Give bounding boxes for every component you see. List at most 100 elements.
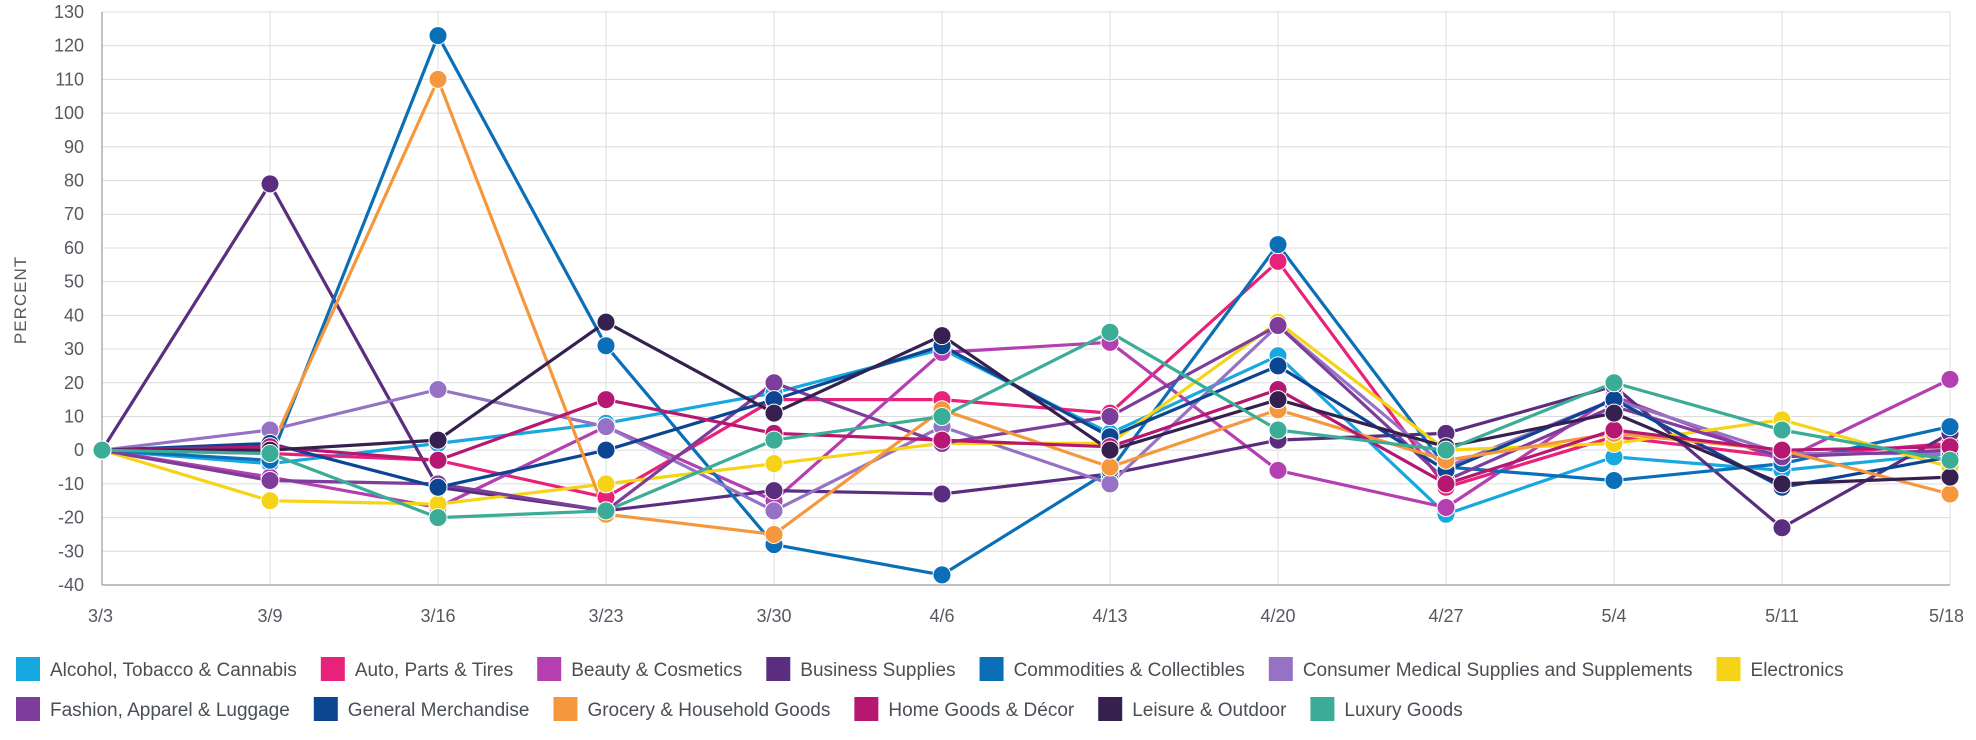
legend-label: Electronics: [1751, 660, 1844, 681]
series-lines: [100, 33, 1952, 577]
data-point-luxury-goods: [1772, 420, 1792, 440]
series-line-grocery-household-goods: [100, 77, 1952, 537]
data-point-luxury-goods: [596, 501, 616, 521]
y-axis-title: PERCENT: [11, 256, 30, 344]
y-tick-label: 120: [54, 36, 84, 56]
legend-swatch: [979, 657, 1004, 681]
x-tick-label: 3/30: [756, 606, 791, 626]
data-point-luxury-goods: [428, 508, 448, 528]
legend-label: Grocery & Household Goods: [587, 700, 830, 721]
legend-item-luxury-goods[interactable]: Luxury Goods: [1310, 697, 1463, 721]
legend-item-business-supplies[interactable]: Business Supplies: [766, 657, 956, 681]
legend-item-beauty-cosmetics[interactable]: Beauty & Cosmetics: [537, 657, 742, 681]
data-point-grocery-household-goods: [1100, 457, 1120, 477]
data-point-luxury-goods: [932, 406, 952, 426]
x-tick-label: 3/23: [588, 606, 623, 626]
series-line-home-goods-d-cor: [100, 387, 1952, 486]
legend-label: Leisure & Outdoor: [1132, 700, 1287, 721]
x-tick-label: 4/27: [1428, 606, 1463, 626]
data-point-business-supplies: [932, 484, 952, 504]
data-points: [92, 26, 1960, 585]
y-tick-label: 10: [64, 406, 84, 426]
data-point-business-supplies: [260, 174, 280, 194]
data-point-leisure-outdoor: [1604, 403, 1624, 423]
data-point-fashion-apparel-luggage: [764, 373, 784, 393]
data-point-fashion-apparel-luggage: [1100, 406, 1120, 426]
legend-swatch: [553, 697, 578, 721]
y-tick-label: 30: [64, 339, 84, 359]
series-line-consumer-medical-supplies-and-supplements: [100, 323, 1952, 513]
legend-item-electronics[interactable]: Electronics: [1716, 657, 1844, 681]
data-point-general-merchandise: [1268, 356, 1288, 376]
legend-swatch: [16, 697, 40, 721]
data-point-luxury-goods: [1940, 450, 1960, 470]
data-point-auto-parts-tires: [1268, 251, 1288, 271]
legend-label: Business Supplies: [800, 660, 955, 681]
x-tick-label: 3/16: [420, 606, 455, 626]
y-tick-label: 110: [55, 69, 84, 89]
legend-label: Alcohol, Tobacco & Cannabis: [50, 660, 297, 681]
data-point-fashion-apparel-luggage: [1268, 315, 1288, 335]
legend-label: Consumer Medical Supplies and Supplement…: [1303, 660, 1693, 681]
legend-swatch: [1268, 657, 1293, 681]
data-point-beauty-cosmetics: [1436, 497, 1456, 517]
data-point-beauty-cosmetics: [1268, 460, 1288, 480]
data-point-commodities-collectibles: [1940, 417, 1960, 437]
data-point-commodities-collectibles: [596, 336, 616, 356]
data-point-grocery-household-goods: [1940, 484, 1960, 504]
data-point-consumer-medical-supplies-and-supplements: [1100, 474, 1120, 494]
data-point-electronics: [596, 474, 616, 494]
legend-label: Beauty & Cosmetics: [571, 660, 742, 681]
legend-item-commodities-collectibles[interactable]: Commodities & Collectibles: [979, 657, 1245, 681]
x-tick-label: 3/3: [88, 606, 113, 626]
y-tick-label: 0: [74, 440, 84, 460]
x-tick-label: 4/6: [929, 606, 954, 626]
data-point-leisure-outdoor: [764, 403, 784, 423]
legend: Alcohol, Tobacco & Cannabis Auto, Parts &…: [16, 657, 1843, 721]
y-tick-label: 60: [64, 238, 84, 258]
data-point-commodities-collectibles: [1268, 235, 1288, 255]
legend-swatch: [1098, 697, 1123, 721]
x-tick-label: 4/20: [1260, 606, 1295, 626]
data-point-commodities-collectibles: [428, 26, 448, 46]
data-point-luxury-goods: [92, 440, 112, 460]
y-tick-label: 80: [64, 171, 84, 191]
legend-item-general-merchandise[interactable]: General Merchandise: [313, 697, 530, 721]
legend-swatch: [320, 657, 345, 681]
data-point-commodities-collectibles: [1604, 471, 1624, 491]
legend-item-consumer-medical-supplies-and-supplements[interactable]: Consumer Medical Supplies and Supplement…: [1268, 657, 1693, 681]
data-point-grocery-household-goods: [764, 524, 784, 544]
y-tick-label: 90: [64, 137, 84, 157]
data-point-home-goods-d-cor: [1604, 420, 1624, 440]
data-point-luxury-goods: [1100, 322, 1120, 342]
legend-item-leisure-outdoor[interactable]: Leisure & Outdoor: [1098, 697, 1287, 721]
legend-item-home-goods-d-cor[interactable]: Home Goods & Décor: [854, 697, 1075, 721]
legend-item-fashion-apparel-luggage[interactable]: Fashion, Apparel & Luggage: [16, 697, 290, 721]
legend-item-alcohol-tobacco-cannabis[interactable]: Alcohol, Tobacco & Cannabis: [16, 657, 297, 681]
data-point-leisure-outdoor: [1268, 390, 1288, 410]
axes: [101, 12, 1950, 586]
data-point-home-goods-d-cor: [932, 430, 952, 450]
legend-swatch: [854, 697, 879, 721]
data-point-general-merchandise: [428, 477, 448, 497]
data-point-leisure-outdoor: [932, 326, 952, 346]
series-line-luxury-goods: [100, 330, 1952, 520]
y-tick-label: 40: [64, 305, 84, 325]
x-tick-label: 4/13: [1092, 606, 1127, 626]
data-point-leisure-outdoor: [428, 430, 448, 450]
legend-item-grocery-household-goods[interactable]: Grocery & Household Goods: [553, 697, 830, 721]
legend-swatch: [537, 657, 562, 681]
x-tick-label: 5/18: [1929, 606, 1964, 626]
y-tick-label: 130: [54, 2, 84, 22]
data-point-home-goods-d-cor: [1436, 474, 1456, 494]
data-point-home-goods-d-cor: [1772, 440, 1792, 460]
data-point-consumer-medical-supplies-and-supplements: [596, 417, 616, 437]
y-tick-label: 50: [64, 272, 84, 292]
legend-label: Fashion, Apparel & Luggage: [50, 700, 290, 721]
legend-item-auto-parts-tires[interactable]: Auto, Parts & Tires: [320, 657, 513, 681]
legend-label: Home Goods & Décor: [888, 700, 1075, 721]
y-tick-label: 20: [64, 373, 84, 393]
y-tick-label: -20: [58, 508, 84, 528]
